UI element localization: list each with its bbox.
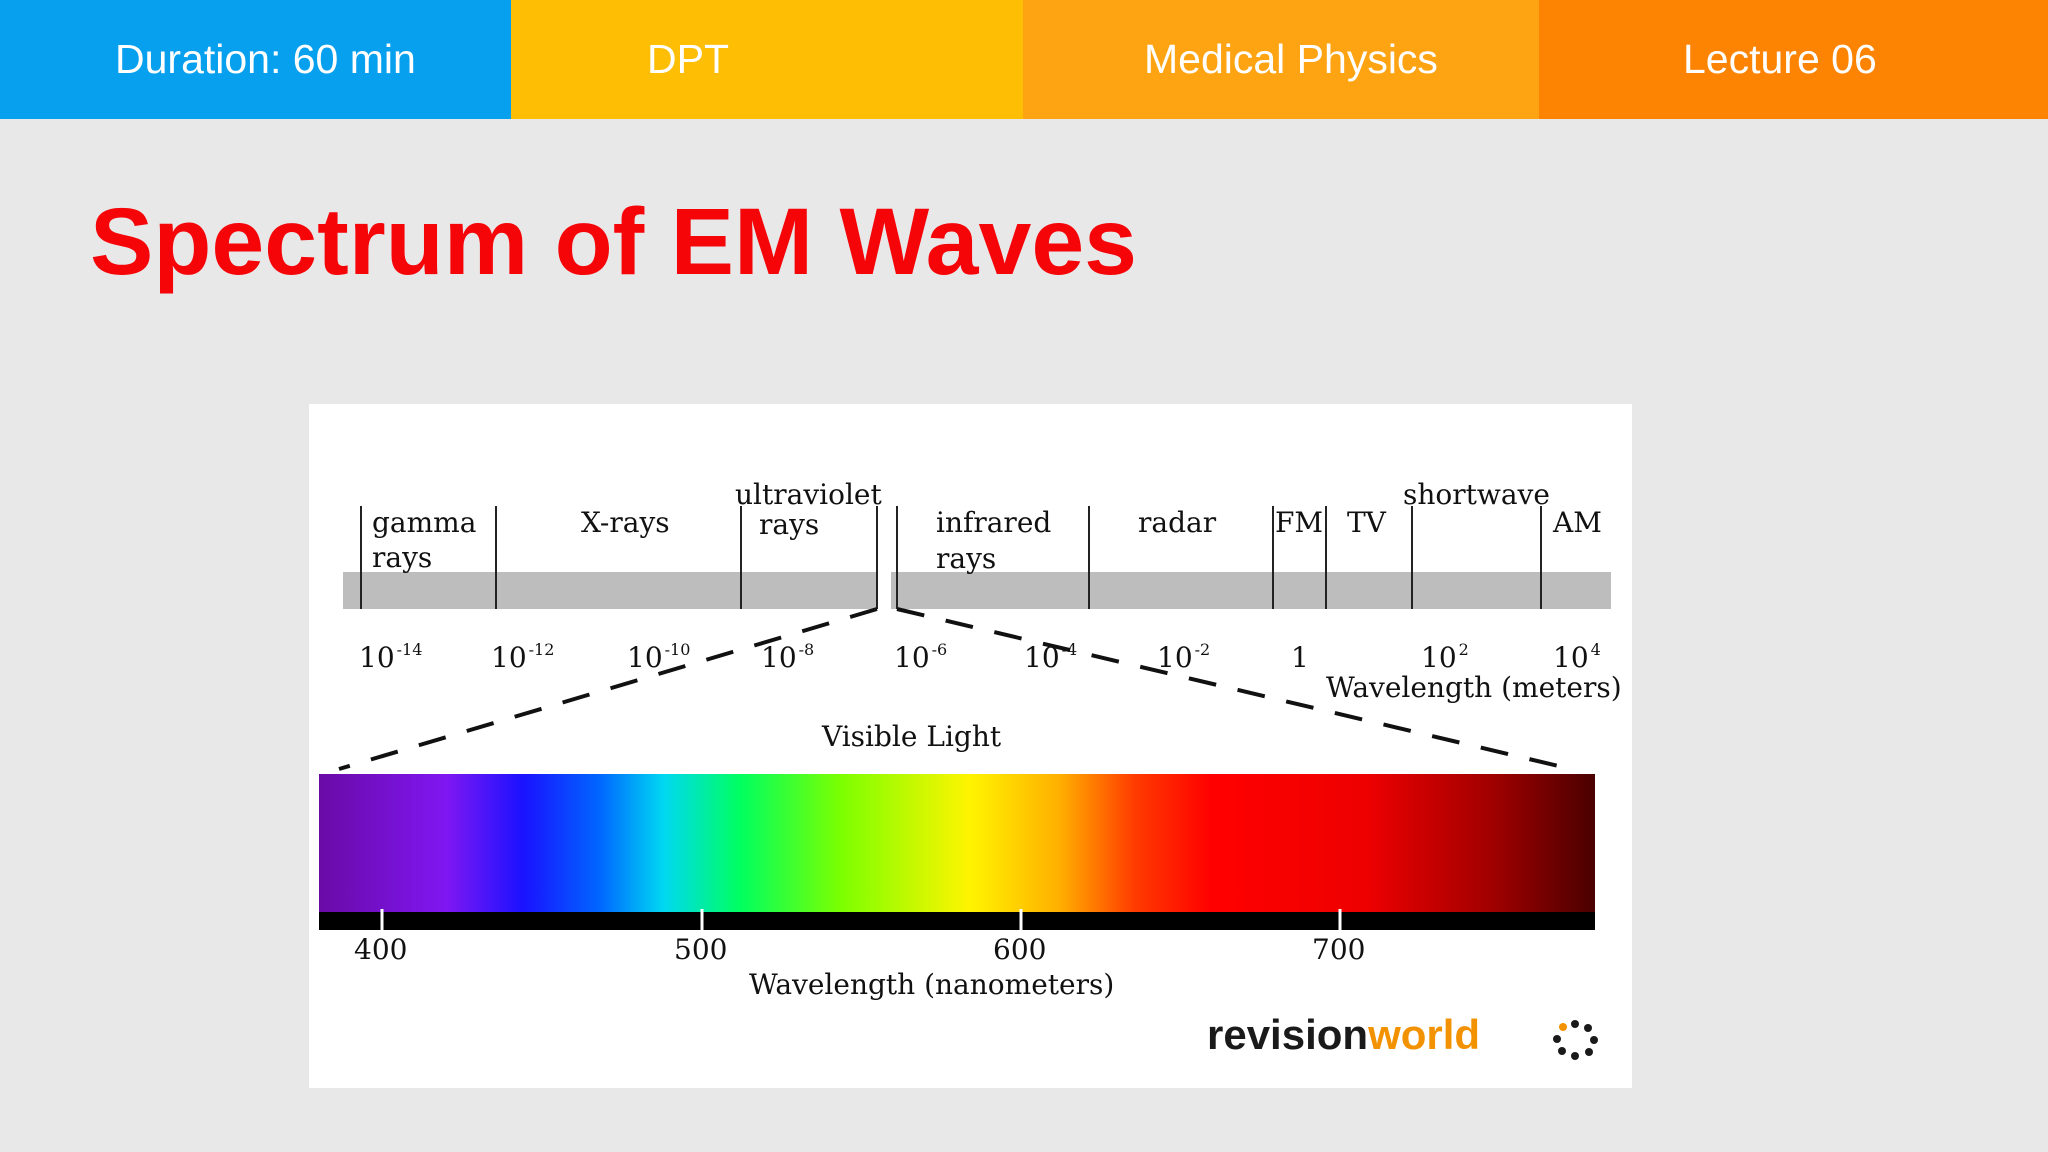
program-label: DPT (511, 0, 1023, 119)
band-label-uv-2: rays (759, 508, 819, 541)
em-spectrum-bar (343, 572, 1611, 609)
band-label-shortwave: shortwave (1403, 478, 1550, 511)
nm-scale-bar (319, 912, 1595, 930)
wavelength-tick-base: 10 (761, 641, 797, 674)
wavelength-tick-base: 10 (359, 641, 395, 674)
band-label-fm: FM (1275, 506, 1323, 539)
wavelength-tick-exponent: -2 (1195, 640, 1211, 659)
wavelength-tick-exponent: 4 (1591, 640, 1601, 659)
em-spectrum-diagram: gamma rays X-rays ultraviolet rays infra… (309, 404, 1632, 1088)
band-label-radar: radar (1138, 506, 1217, 539)
wavelength-tick-exponent: 2 (1459, 640, 1469, 659)
logo-dots-icon (1553, 1020, 1598, 1060)
wavelength-tick-label: 10 -12 (491, 640, 554, 674)
wavelength-tick-exponent: -4 (1062, 640, 1078, 659)
wavelength-tick-label: 10 -8 (761, 640, 814, 674)
band-label-xrays: X-rays (581, 506, 670, 539)
wavelength-tick-exponent: -8 (799, 640, 815, 659)
nm-tick-label: 400 (354, 933, 407, 966)
header-bar: Duration: 60 min DPT Medical Physics Lec… (0, 0, 2048, 119)
band-label-am: AM (1552, 506, 1602, 539)
zoom-dashed-lines (338, 607, 1572, 771)
nm-tick-label: 700 (1312, 933, 1365, 966)
spectrum-gap (877, 564, 891, 614)
band-dividers (360, 506, 1542, 609)
wavelength-tick-base: 10 (491, 641, 527, 674)
nm-axis-label: Wavelength (nanometers) (749, 968, 1114, 1001)
wavelength-tick-label: 10 -6 (894, 640, 947, 674)
wavelength-ticks: 10 -14 10 -12 10 -10 10 -8 10 -6 10 -4 10 -2 1 10 2 10 4 (359, 640, 1601, 674)
subject-label: Medical Physics (1023, 0, 1539, 119)
logo-text-revision: revision (1207, 1011, 1368, 1058)
wavelength-tick-label: 10 -4 (1024, 640, 1077, 674)
duration-label: Duration: 60 min (0, 0, 511, 119)
nm-tick-label: 600 (993, 933, 1046, 966)
visible-light-label: Visible Light (821, 720, 1002, 753)
band-label-ir-2: rays (936, 542, 996, 575)
wavelength-tick-label: 10 2 (1421, 640, 1469, 674)
wavelength-tick-base: 10 (627, 641, 663, 674)
wavelength-tick-label: 10 -14 (359, 640, 422, 674)
nm-ticks: 400 500 600 700 (354, 909, 1365, 966)
wavelength-tick-exponent: -12 (529, 640, 555, 659)
band-label-gamma-2: rays (372, 541, 432, 574)
visible-spectrum-gradient (319, 774, 1595, 914)
wavelength-meters-label: Wavelength (meters) (1326, 671, 1622, 704)
wavelength-tick-label: 10 -10 (627, 640, 690, 674)
wavelength-tick-label: 10 4 (1553, 640, 1601, 674)
lecture-label: Lecture 06 (1539, 0, 2048, 119)
wavelength-tick-base: 10 (1553, 641, 1589, 674)
nm-tick-label: 500 (674, 933, 727, 966)
band-label-uv-1: ultraviolet (735, 478, 882, 511)
band-label-ir-1: infrared (936, 506, 1051, 539)
wavelength-tick-label: 1 (1291, 641, 1309, 674)
wavelength-tick-exponent: -10 (665, 640, 691, 659)
wavelength-tick-label: 10 -2 (1157, 640, 1210, 674)
logo-text-world: world (1367, 1011, 1480, 1058)
slide-title: Spectrum of EM Waves (90, 189, 1137, 295)
wavelength-tick-exponent: -14 (397, 640, 423, 659)
wavelength-tick-base: 10 (1024, 641, 1060, 674)
svg-text:revisionworld: revisionworld (1207, 1011, 1480, 1058)
em-spectrum-svg: gamma rays X-rays ultraviolet rays infra… (319, 478, 1622, 1060)
band-label-gamma-1: gamma (372, 506, 476, 539)
wavelength-tick-base: 10 (894, 641, 930, 674)
wavelength-tick-base: 10 (1157, 641, 1193, 674)
wavelength-tick-exponent: -6 (932, 640, 948, 659)
revisionworld-logo: revisionworld (1207, 1011, 1598, 1060)
band-label-tv: TV (1347, 506, 1387, 539)
wavelength-tick-base: 1 (1291, 641, 1309, 674)
wavelength-tick-base: 10 (1421, 641, 1457, 674)
